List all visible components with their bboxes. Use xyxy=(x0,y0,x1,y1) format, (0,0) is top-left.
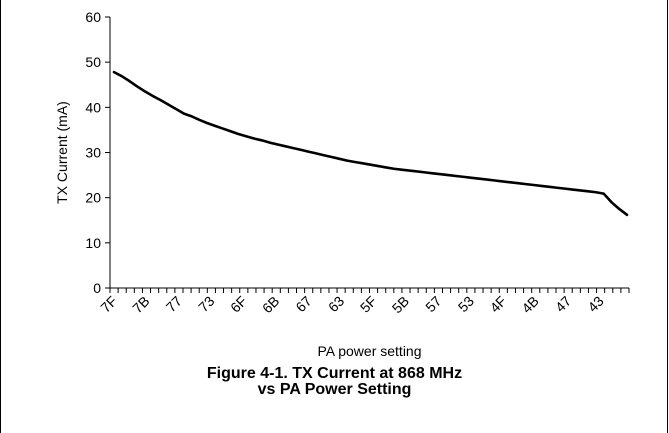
y-tick-label: 40 xyxy=(85,99,101,115)
series-line-1 xyxy=(112,70,629,217)
y-axis-title: TX Current (mA) xyxy=(54,101,70,204)
y-tick-label: 10 xyxy=(85,235,101,251)
x-tick-label: 6B xyxy=(259,293,282,316)
figure-caption-line2: vs PA Power Setting xyxy=(257,381,412,398)
x-tick-label: 7B xyxy=(129,293,152,316)
y-tick-label: 0 xyxy=(93,280,101,296)
x-tick-label: 7F xyxy=(97,293,120,316)
x-tick-label: 4B xyxy=(518,293,541,316)
x-tick-label: 5F xyxy=(357,293,380,316)
y-tick-label: 20 xyxy=(85,190,101,206)
x-tick-label: 43 xyxy=(584,293,606,315)
x-tick-label: 47 xyxy=(552,293,574,315)
y-tick-label: 30 xyxy=(85,145,101,161)
x-tick-label: 63 xyxy=(325,293,347,315)
x-axis-title: PA power setting xyxy=(317,343,421,359)
figure-caption-line1: Figure 4-1. TX Current at 868 MHz xyxy=(206,365,463,382)
x-tick-label: 67 xyxy=(292,293,314,315)
frame-right-border xyxy=(667,0,668,433)
frame-left-border xyxy=(0,0,1,433)
x-tick-label: 4F xyxy=(487,293,510,316)
x-tick-label: 53 xyxy=(455,293,477,315)
x-tick-label: 73 xyxy=(195,293,217,315)
figure-caption: Figure 4-1. TX Current at 868 MHz vs PA … xyxy=(0,366,669,398)
line-chart: 0 10 20 30 40 50 60 7F 7B 77 73 6F 6B 67 63 5F 5B 57 53 4F 4… xyxy=(54,9,630,359)
y-tick-label: 60 xyxy=(85,9,101,25)
x-tick-label: 5B xyxy=(389,293,412,316)
x-tick-label: 57 xyxy=(422,293,444,315)
x-tick-label: 6F xyxy=(227,293,250,316)
y-tick-label: 50 xyxy=(85,54,101,70)
x-tick-label: 77 xyxy=(163,293,185,315)
